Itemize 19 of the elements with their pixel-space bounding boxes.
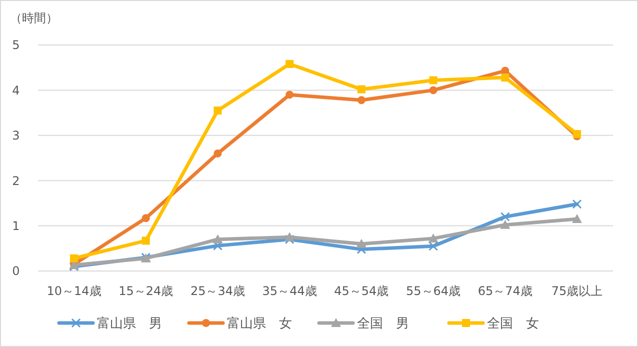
x-tick-label: 35～44歳 (262, 284, 317, 298)
x-tick-label: 45～54歳 (334, 284, 389, 298)
x-tick-label: 10～14歳 (46, 284, 102, 298)
y-tick-label: 4 (12, 83, 20, 98)
legend-label: 全国 女 (487, 316, 539, 332)
y-tick-label: 2 (12, 174, 20, 188)
legend-label: 全国 男 (357, 316, 409, 332)
x-tick-label: 65～74歳 (478, 284, 532, 298)
y-tick-label: 5 (12, 38, 20, 52)
legend-label: 富山県 女 (227, 316, 292, 332)
y-tick-label: 3 (12, 128, 20, 143)
x-tick-label: 15～24歳 (118, 284, 174, 298)
y-tick-label: 1 (12, 219, 20, 233)
y-axis-title: （時間） (10, 11, 58, 25)
y-tick-label: 0 (12, 264, 20, 278)
x-tick-label: 75歳以上 (551, 284, 603, 298)
x-tick-label: 55～64歳 (406, 284, 461, 298)
x-tick-label: 25～34歳 (190, 284, 245, 298)
legend-label: 富山県 男 (97, 316, 162, 332)
